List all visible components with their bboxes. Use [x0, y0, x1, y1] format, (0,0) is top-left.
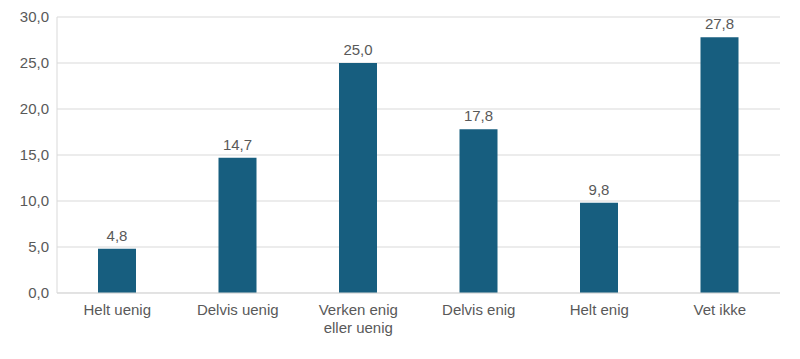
svg-text:Helt uenig: Helt uenig	[83, 301, 151, 318]
svg-text:4,8: 4,8	[107, 227, 128, 244]
svg-text:Verken enigeller uenig: Verken enigeller uenig	[319, 301, 398, 336]
svg-text:Vet ikke: Vet ikke	[693, 301, 746, 318]
svg-text:5,0: 5,0	[28, 238, 49, 255]
svg-text:Delvis enig: Delvis enig	[442, 301, 515, 318]
svg-text:9,8: 9,8	[589, 181, 610, 198]
svg-text:15,0: 15,0	[20, 146, 49, 163]
svg-text:25,0: 25,0	[20, 54, 49, 71]
svg-text:27,8: 27,8	[705, 15, 734, 32]
svg-text:30,0: 30,0	[20, 8, 49, 25]
svg-text:17,8: 17,8	[464, 107, 493, 124]
svg-text:14,7: 14,7	[223, 136, 252, 153]
svg-text:Delvis uenig: Delvis uenig	[197, 301, 279, 318]
svg-text:10,0: 10,0	[20, 192, 49, 209]
svg-text:25,0: 25,0	[343, 41, 372, 58]
svg-text:20,0: 20,0	[20, 100, 49, 117]
svg-text:0,0: 0,0	[28, 284, 49, 301]
svg-text:Helt enig: Helt enig	[570, 301, 629, 318]
